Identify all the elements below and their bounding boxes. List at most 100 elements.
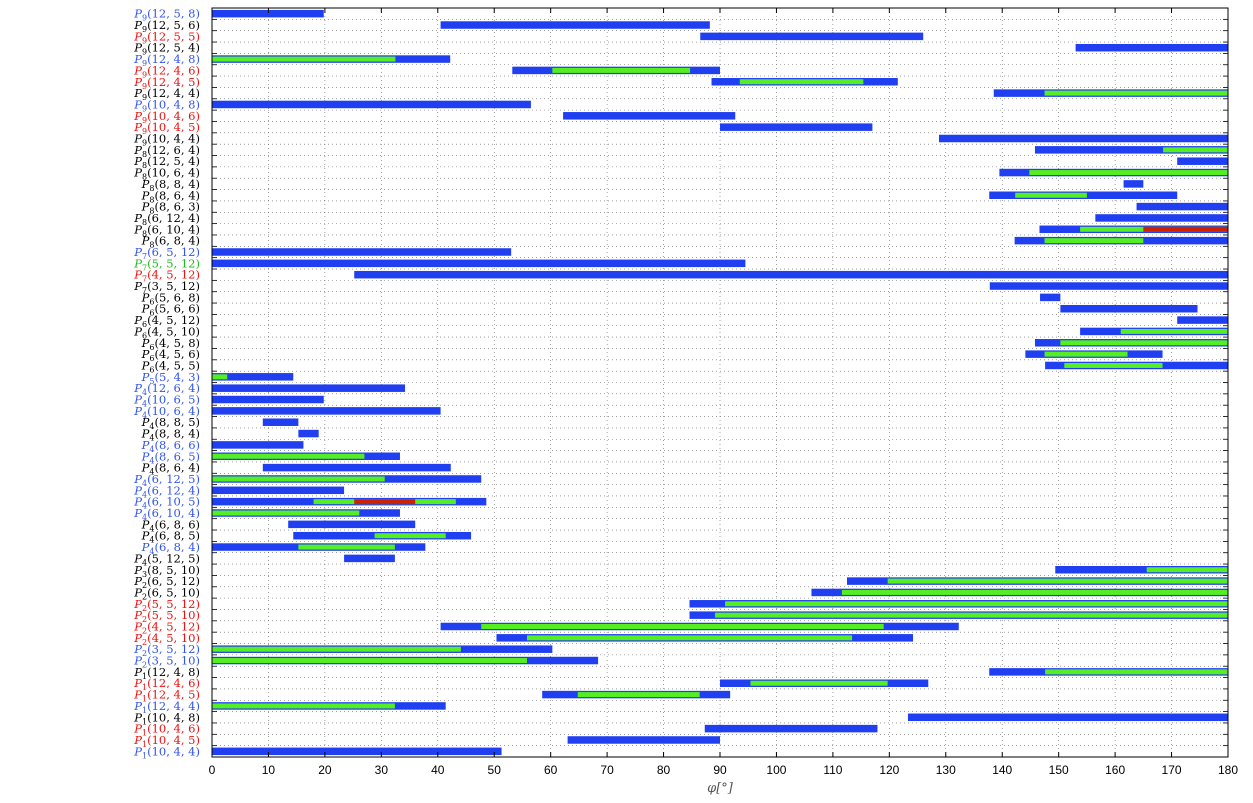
x-tick-label: 180	[1218, 763, 1238, 777]
range-bar-green	[1064, 362, 1163, 368]
range-bar-blue	[212, 248, 512, 256]
range-bar-blue	[262, 418, 299, 426]
range-bar-blue	[212, 747, 502, 756]
range-bar-blue	[1075, 43, 1228, 52]
x-tick-label: 160	[1105, 763, 1125, 777]
row-label: P7(5, 5, 12)	[133, 256, 200, 272]
range-bar-blue	[212, 384, 406, 392]
range-bar-blue	[1034, 146, 1228, 154]
row-label: P9(12, 4, 6)	[133, 63, 200, 79]
range-bar-red	[1143, 226, 1228, 232]
row-label: P4(5, 12, 5)	[133, 551, 200, 567]
x-tick-label: 40	[431, 763, 445, 777]
range-bar-green	[1163, 147, 1228, 153]
x-tick-label: 90	[713, 763, 727, 777]
range-bar-green	[841, 589, 1228, 595]
range-bar-blue	[939, 134, 1228, 143]
row-label: P4(6, 10, 5)	[133, 495, 200, 511]
range-bar-blue	[907, 713, 1228, 722]
row-label: P1(10, 4, 4)	[133, 744, 200, 760]
range-bar-green	[714, 612, 1228, 618]
row-label: P8(12, 6, 4)	[133, 143, 200, 159]
range-bar-green	[212, 658, 527, 664]
range-bar-green	[212, 510, 360, 516]
range-bar-green	[212, 56, 396, 62]
range-bar-blue	[704, 724, 878, 733]
range-bar-green	[1029, 170, 1228, 176]
row-label: P7(6, 5, 12)	[133, 245, 200, 261]
row-label: P6(4, 5, 8)	[141, 336, 200, 352]
range-bar-blue	[212, 395, 324, 404]
row-label: P1(12, 4, 4)	[133, 699, 200, 715]
range-bar-green	[725, 601, 1228, 607]
range-bar-blue	[212, 373, 294, 381]
row-label: P2(4, 5, 10)	[133, 631, 200, 647]
range-bar-green	[212, 453, 365, 459]
x-tick-label: 70	[600, 763, 614, 777]
x-tick-labels: 0 10 20 30 40 50 60 70 80 90 100 110 120 130 140 150 160…	[209, 763, 1239, 777]
row-label: P1(12, 4, 6)	[133, 676, 200, 692]
row-label: P9(10, 4, 5)	[133, 120, 200, 136]
row-label: P8(10, 6, 4)	[133, 166, 200, 182]
range-bar-blue	[212, 486, 345, 495]
row-label: P4(6, 8, 4)	[141, 540, 200, 556]
x-tick-label: 120	[879, 763, 899, 777]
row-label: P4(8, 8, 5)	[141, 415, 200, 431]
range-bar-red	[354, 499, 416, 505]
row-label: P6(4, 5, 6)	[141, 347, 200, 363]
x-tick-label: 80	[657, 763, 671, 777]
row-label: P4(8, 6, 6)	[141, 438, 200, 454]
row-label: P2(5, 5, 10)	[133, 608, 200, 624]
x-tick-label: 130	[936, 763, 956, 777]
range-bar-green	[750, 680, 888, 686]
row-label: P5(5, 4, 3)	[141, 370, 200, 386]
range-bar-blue	[1136, 202, 1228, 211]
row-label: P8(8, 8, 4)	[141, 177, 200, 193]
x-axis-label: φ[°]	[707, 781, 734, 796]
range-bar-green	[481, 623, 884, 629]
range-bar-blue	[212, 259, 746, 268]
row-label: P4(6, 12, 4)	[133, 483, 200, 499]
row-label: P1(10, 4, 6)	[133, 722, 200, 738]
range-bar-blue	[1123, 180, 1144, 188]
range-bar-blue	[1177, 157, 1228, 165]
range-bar-green	[1044, 238, 1144, 244]
row-label: P7(4, 5, 12)	[133, 268, 200, 284]
row-label: P4(6, 8, 5)	[141, 529, 200, 545]
range-bar-green	[1060, 340, 1228, 346]
range-bar-green	[212, 476, 385, 482]
row-label: P1(10, 4, 8)	[133, 710, 200, 726]
x-tick-label: 50	[488, 763, 502, 777]
row-label: P6(4, 5, 5)	[141, 358, 200, 374]
x-tick-label: 110	[823, 763, 842, 777]
row-label: P6(4, 5, 10)	[133, 324, 200, 340]
row-label: P9(12, 5, 4)	[133, 41, 200, 57]
row-label: P8(8, 6, 4)	[141, 188, 200, 204]
row-label: P1(12, 4, 5)	[133, 688, 200, 704]
row-label: P1(12, 4, 8)	[133, 665, 200, 681]
range-bar-green	[212, 703, 395, 709]
range-bars	[212, 9, 1228, 756]
range-bar-blue	[262, 463, 451, 472]
row-label: P8(12, 5, 4)	[133, 154, 200, 170]
range-bar-green	[1044, 351, 1128, 357]
row-label: P9(12, 4, 8)	[133, 52, 200, 68]
range-bar-blue	[1055, 566, 1228, 574]
row-label: P9(12, 5, 8)	[133, 7, 200, 23]
range-bar-blue	[212, 9, 324, 18]
row-label: P9(10, 4, 4)	[133, 132, 200, 148]
row-label: P4(10, 6, 5)	[133, 393, 200, 409]
x-tick-label: 170	[1162, 763, 1182, 777]
x-tick-label: 150	[1049, 763, 1069, 777]
row-label: P2(3, 5, 10)	[133, 654, 200, 670]
row-label: P2(4, 5, 12)	[133, 619, 200, 635]
x-tick-label: 140	[992, 763, 1012, 777]
range-bar-green	[374, 533, 446, 539]
row-label: P2(6, 5, 12)	[133, 574, 200, 590]
range-bar-blue	[1060, 304, 1198, 313]
row-label: P6(4, 5, 12)	[133, 313, 200, 329]
row-label: P4(6, 10, 4)	[133, 506, 200, 522]
x-tick-label: 100	[766, 763, 786, 777]
range-bar-green	[526, 635, 853, 641]
row-label: P8(6, 10, 4)	[133, 222, 200, 238]
